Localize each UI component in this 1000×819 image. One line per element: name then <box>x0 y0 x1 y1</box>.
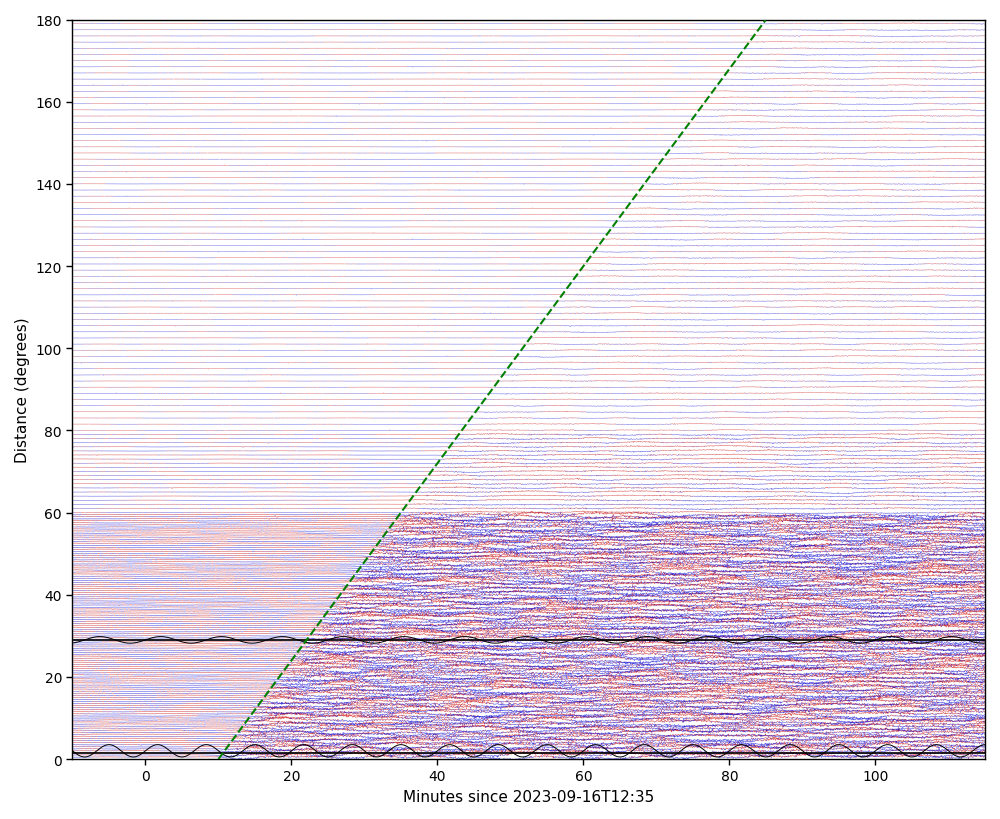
Y-axis label: Distance (degrees): Distance (degrees) <box>15 317 30 463</box>
X-axis label: Minutes since 2023-09-16T12:35: Minutes since 2023-09-16T12:35 <box>403 789 654 804</box>
